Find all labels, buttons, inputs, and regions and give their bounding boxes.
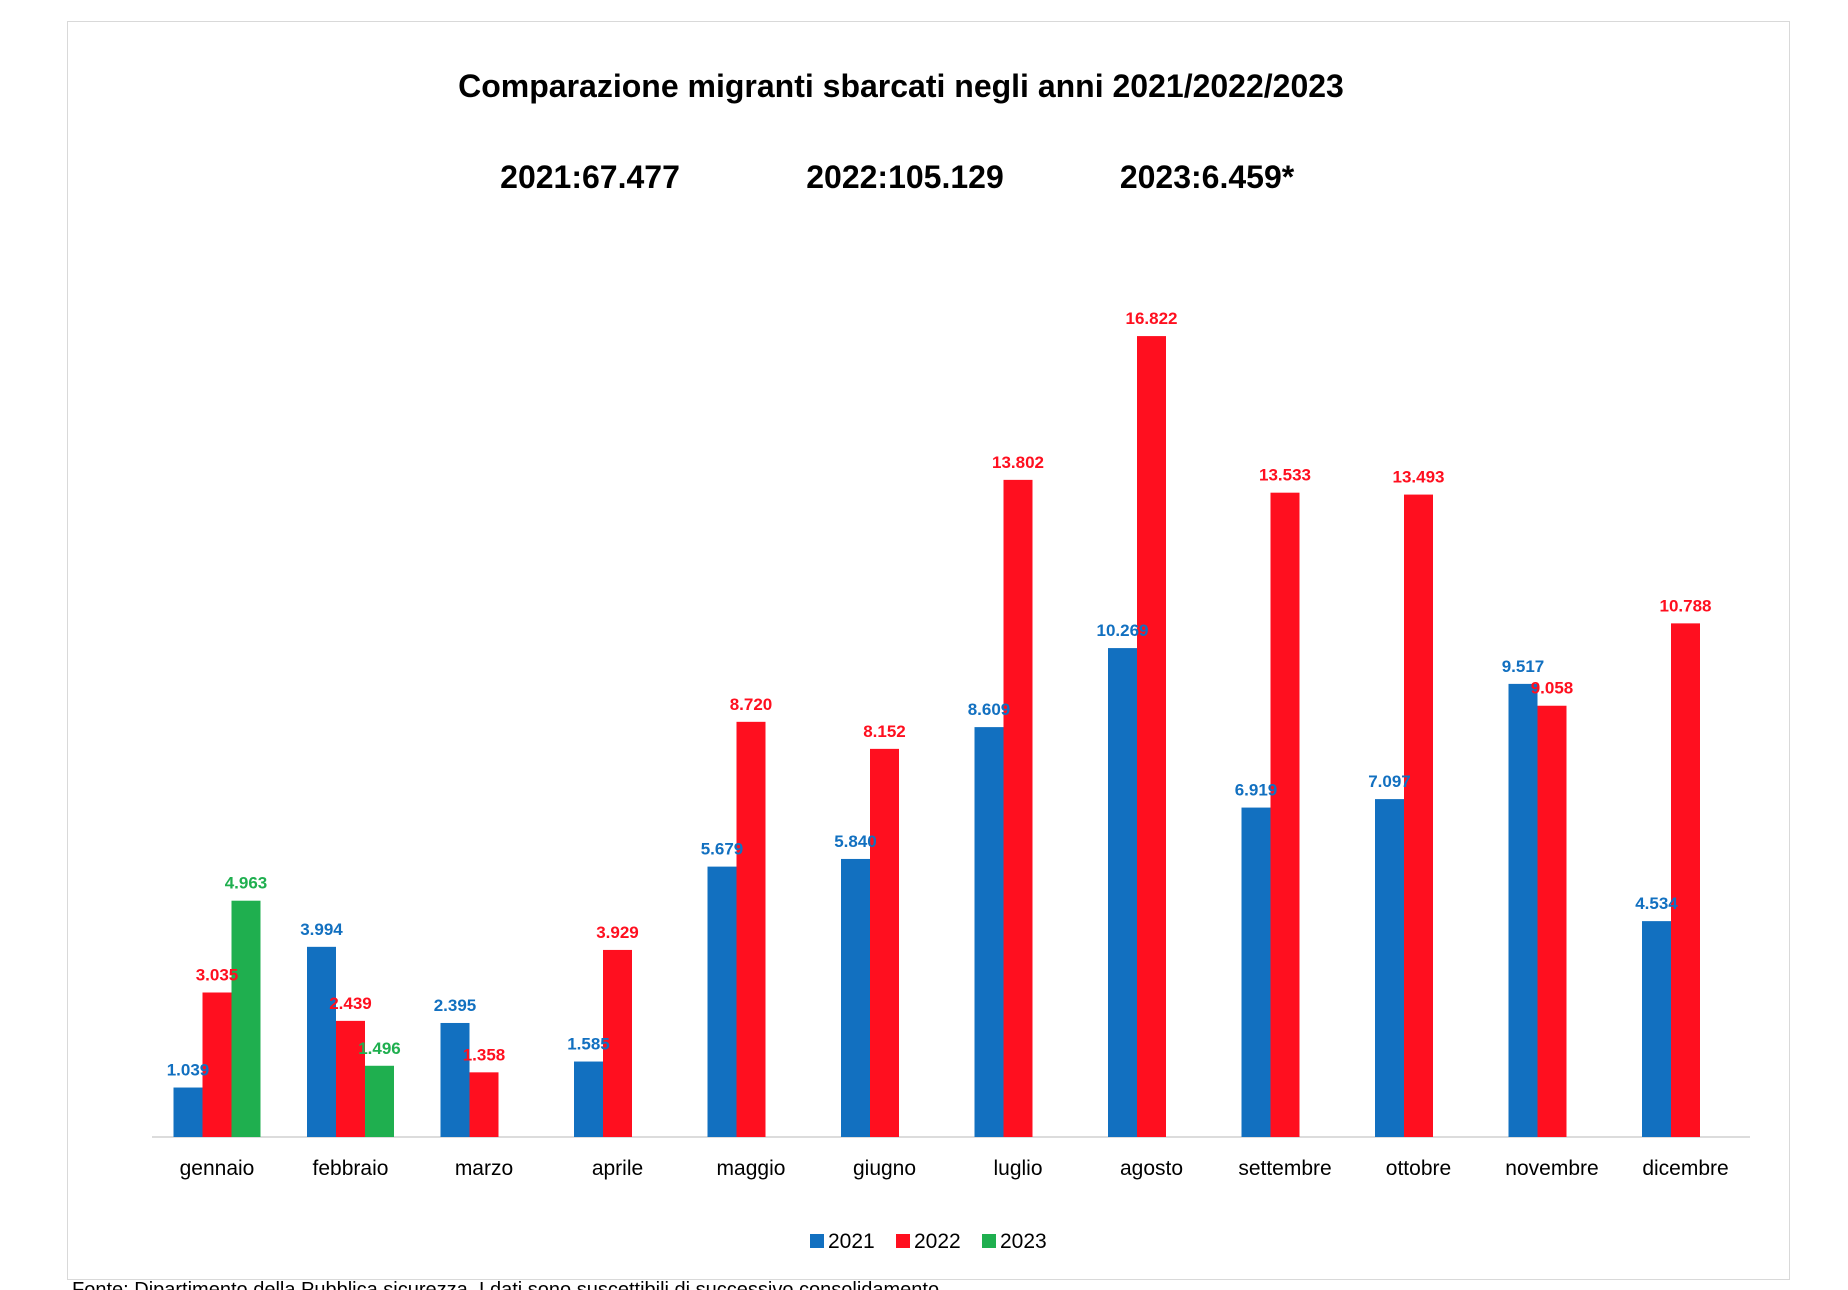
- data-label-2022-giugno: 8.152: [863, 722, 906, 741]
- subtitle-2023-total: 2023:6.459*: [1120, 159, 1295, 195]
- data-label-2021-maggio: 5.679: [701, 840, 744, 859]
- data-label-2023-febbraio: 1.496: [358, 1039, 401, 1058]
- x-tick-giugno: giugno: [853, 1157, 916, 1180]
- bar-2021-luglio: [974, 727, 1004, 1137]
- bar-2021-aprile: [574, 1061, 603, 1137]
- x-tick-dicembre: dicembre: [1642, 1157, 1728, 1180]
- x-tick-ottobre: ottobre: [1386, 1157, 1451, 1180]
- data-label-2022-novembre: 9.058: [1531, 679, 1574, 698]
- bar-2021-giugno: [841, 858, 870, 1137]
- x-tick-settembre: settembre: [1238, 1157, 1331, 1180]
- x-tick-maggio: maggio: [717, 1157, 786, 1180]
- data-labels-group: 1.039 3.035 4.963 3.994 2.439 1.496 2.395 1.358…: [167, 309, 1712, 1079]
- data-label-2021-settembre: 6.919: [1235, 781, 1278, 800]
- data-label-2022-gennaio: 3.035: [196, 966, 239, 985]
- data-label-2021-marzo: 2.395: [434, 996, 477, 1015]
- data-label-2022-aprile: 3.929: [596, 923, 639, 942]
- data-label-2022-luglio: 13.802: [992, 453, 1044, 472]
- data-label-2021-ottobre: 7.097: [1368, 772, 1411, 791]
- bar-2022-settembre: [1270, 492, 1300, 1137]
- legend: 2021 2022 2023: [810, 1230, 1047, 1253]
- chart-frame: [67, 21, 1790, 1280]
- x-tick-novembre: novembre: [1505, 1157, 1598, 1180]
- data-label-2021-gennaio: 1.039: [167, 1061, 210, 1080]
- data-label-2022-febbraio: 2.439: [329, 994, 372, 1013]
- bar-2022-giugno: [870, 748, 899, 1137]
- bar-2021-dicembre: [1642, 921, 1671, 1137]
- data-label-2021-luglio: 8.609: [968, 700, 1011, 719]
- legend-label-2022: 2022: [914, 1230, 961, 1253]
- data-label-2023-gennaio: 4.963: [225, 874, 268, 893]
- bar-2023-gennaio: [231, 900, 261, 1137]
- bar-2021-marzo: [440, 1022, 470, 1137]
- bar-2022-dicembre: [1671, 623, 1700, 1137]
- bar-2022-agosto: [1137, 336, 1166, 1137]
- subtitle-2022-total: 2022:105.129: [806, 159, 1004, 195]
- bar-2022-novembre: [1537, 705, 1567, 1137]
- bar-2021-maggio: [707, 866, 737, 1137]
- data-label-2021-giugno: 5.840: [834, 832, 877, 851]
- bar-2021-febbraio: [307, 946, 336, 1137]
- x-tick-agosto: agosto: [1120, 1157, 1183, 1180]
- x-tick-gennaio: gennaio: [180, 1157, 255, 1180]
- x-tick-marzo: marzo: [455, 1157, 513, 1180]
- bar-2022-aprile: [603, 949, 632, 1137]
- bar-2022-gennaio: [202, 992, 232, 1137]
- bars-group: [173, 336, 1700, 1138]
- legend-swatch-2021: [810, 1234, 824, 1248]
- data-label-2022-ottobre: 13.493: [1393, 468, 1445, 487]
- bar-2021-gennaio: [173, 1087, 203, 1137]
- data-label-2021-aprile: 1.585: [567, 1035, 610, 1054]
- bar-2021-settembre: [1241, 807, 1271, 1137]
- bar-2021-novembre: [1508, 683, 1538, 1137]
- data-label-2021-febbraio: 3.994: [300, 920, 343, 939]
- bar-2022-ottobre: [1404, 494, 1433, 1138]
- data-label-2021-dicembre: 4.534: [1635, 894, 1678, 913]
- data-label-2022-settembre: 13.533: [1259, 466, 1311, 485]
- chart-title: Comparazione migranti sbarcati negli ann…: [458, 68, 1344, 104]
- x-tick-aprile: aprile: [592, 1157, 643, 1180]
- data-label-2022-maggio: 8.720: [730, 695, 773, 714]
- x-tick-luglio: luglio: [993, 1157, 1042, 1180]
- x-tick-labels: gennaio febbraio marzo aprile maggio giugno lu…: [180, 1157, 1729, 1180]
- data-label-2022-dicembre: 10.788: [1660, 596, 1712, 615]
- legend-swatch-2022: [896, 1234, 910, 1248]
- bar-2021-agosto: [1108, 648, 1137, 1137]
- data-label-2021-agosto: 10.269: [1097, 621, 1149, 640]
- source-footnote: Fonte: Dipartimento della Pubblica sicur…: [72, 1279, 945, 1290]
- bar-2022-maggio: [736, 721, 766, 1137]
- legend-label-2021: 2021: [828, 1230, 875, 1253]
- legend-swatch-2023: [982, 1234, 996, 1248]
- bar-2022-luglio: [1003, 479, 1033, 1137]
- bar-2021-ottobre: [1375, 799, 1404, 1137]
- x-tick-febbraio: febbraio: [313, 1157, 389, 1180]
- bar-2022-marzo: [469, 1072, 499, 1137]
- bar-2023-febbraio: [365, 1065, 394, 1137]
- data-label-2022-agosto: 16.822: [1126, 309, 1178, 328]
- data-label-2022-marzo: 1.358: [463, 1045, 506, 1064]
- subtitle-2021-total: 2021:67.477: [500, 159, 680, 195]
- data-label-2021-novembre: 9.517: [1502, 657, 1545, 676]
- bar-2022-febbraio: [336, 1020, 365, 1137]
- legend-label-2023: 2023: [1000, 1230, 1047, 1253]
